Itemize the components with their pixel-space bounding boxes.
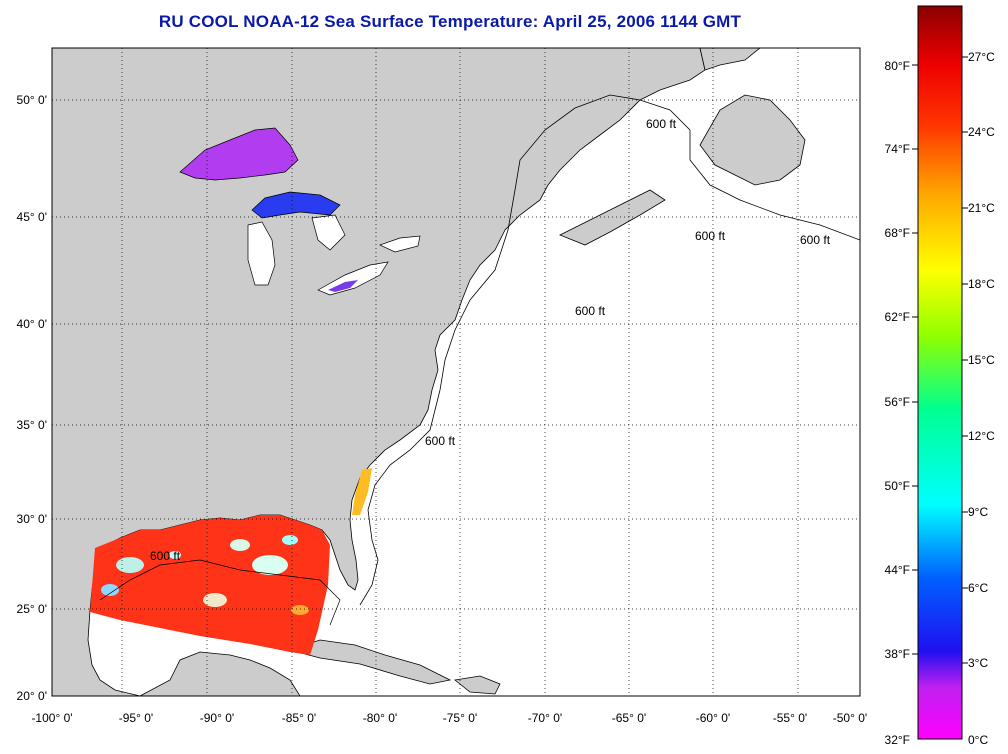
lake-ontario	[379, 235, 421, 253]
svg-text:600 ft: 600 ft	[695, 229, 726, 243]
lon-label: -65° 0'	[612, 711, 646, 725]
lon-label: -85° 0'	[282, 711, 316, 725]
c-label: 3°C	[968, 656, 988, 670]
yucatan-land	[139, 651, 301, 696]
lon-label: -80° 0'	[363, 711, 397, 725]
florida-coastal-sst	[352, 468, 372, 515]
lon-label: -100° 0'	[31, 711, 72, 725]
map-frame	[51, 47, 861, 697]
lake-erie-sst	[328, 280, 358, 292]
lon-label: -70° 0'	[528, 711, 562, 725]
c-label: 15°C	[968, 353, 995, 367]
f-label: 38°F	[885, 647, 910, 661]
lat-label: 35° 0'	[17, 418, 47, 432]
colorbar-celsius-labels: 27°C 24°C 21°C 18°C 15°C 12°C 9°C 6°C 3°…	[968, 50, 995, 747]
f-label: 80°F	[885, 59, 910, 73]
lat-label: 40° 0'	[17, 317, 47, 331]
lake-superior	[179, 127, 299, 181]
lake-michigan-huron	[251, 191, 341, 219]
f-label: 56°F	[885, 395, 910, 409]
lon-label: -90° 0'	[200, 711, 234, 725]
f-label: 44°F	[885, 563, 910, 577]
gulf-isobath	[99, 559, 341, 626]
c-label: 27°C	[968, 50, 995, 64]
lon-label: -60° 0'	[696, 711, 730, 725]
newfoundland-land	[699, 94, 806, 186]
lat-label: 30° 0'	[17, 512, 47, 526]
f-label: 68°F	[885, 226, 910, 240]
svg-text:600 ft: 600 ft	[800, 233, 831, 247]
map-gridlines	[52, 48, 860, 696]
lat-label: 20° 0'	[17, 689, 47, 703]
lake-huron-south	[311, 214, 346, 251]
c-label: 24°C	[968, 125, 995, 139]
c-label: 6°C	[968, 581, 988, 595]
lat-label: 50° 0'	[17, 93, 47, 107]
c-label: 9°C	[968, 505, 988, 519]
lon-label: -75° 0'	[443, 711, 477, 725]
colorbar-celsius-ticks	[962, 56, 968, 664]
c-label: 21°C	[968, 201, 995, 215]
nova-scotia-land	[559, 189, 666, 246]
lake-michigan-south	[247, 221, 276, 286]
temperature-colorbar	[917, 5, 963, 740]
map-title: RU COOL NOAA-12 Sea Surface Temperature:…	[158, 12, 742, 31]
latitude-labels: 50° 0' 45° 0' 40° 0' 35° 0' 30° 0' 25° 0…	[17, 93, 47, 703]
svg-text:600 ft: 600 ft	[646, 117, 677, 131]
cuba-land	[288, 639, 452, 685]
f-label: 74°F	[885, 142, 910, 156]
hispaniola-land	[454, 675, 501, 695]
isobath-labels: 600 ft 600 ft 600 ft 600 ft 600 ft 600 f…	[150, 117, 831, 563]
lon-label: -50° 0'	[833, 711, 867, 725]
f-label: 50°F	[885, 479, 910, 493]
labrador-land	[699, 48, 761, 71]
lon-label: -55° 0'	[773, 711, 807, 725]
f-label: 32°F	[885, 733, 910, 747]
svg-text:600 ft: 600 ft	[575, 304, 606, 318]
longitude-labels: -100° 0' -95° 0' -90° 0' -85° 0' -80° 0'…	[31, 711, 867, 725]
f-label: 62°F	[885, 310, 910, 324]
colorbar-fahrenheit-ticks	[912, 64, 918, 655]
svg-text:600 ft: 600 ft	[150, 549, 181, 563]
gulf-sst-swath	[90, 515, 330, 655]
lat-label: 25° 0'	[17, 602, 47, 616]
c-label: 0°C	[968, 733, 988, 747]
isobath-600ft	[359, 94, 860, 606]
colorbar-fahrenheit-labels: 80°F 74°F 68°F 62°F 56°F 50°F 44°F 38°F …	[885, 59, 910, 747]
c-label: 12°C	[968, 429, 995, 443]
lat-label: 45° 0'	[17, 210, 47, 224]
c-label: 18°C	[968, 277, 995, 291]
lon-label: -95° 0'	[119, 711, 153, 725]
svg-text:600 ft: 600 ft	[425, 434, 456, 448]
gulf-cloud-patches	[101, 535, 309, 615]
